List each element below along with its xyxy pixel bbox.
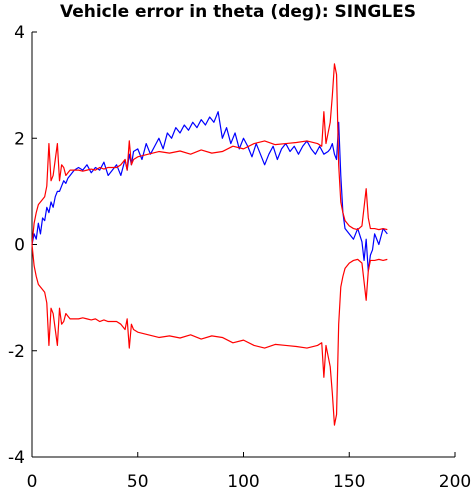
y-tick-label: -2 (8, 342, 25, 362)
series-line-upper-bound (31, 63, 388, 245)
y-tick-label: -4 (8, 448, 25, 468)
y-tick-label: 0 (14, 236, 25, 256)
x-tick-label: 50 (127, 472, 149, 492)
x-tick-label: 100 (227, 472, 259, 492)
chart-title: Vehicle error in theta (deg): SINGLES (59, 2, 416, 22)
series-layer (31, 63, 388, 426)
x-tick-label: 200 (439, 472, 471, 492)
axes (31, 31, 456, 458)
x-tick-label: 0 (27, 472, 38, 492)
series-line-error (31, 111, 388, 272)
x-tick-label: 150 (333, 472, 365, 492)
y-tick-label: 2 (14, 129, 25, 149)
series-line-lower-bound (31, 244, 388, 426)
y-tick-label: 4 (14, 23, 25, 43)
tick-labels: 0 50 100 150 200 -4 -2 0 2 4 (8, 23, 471, 492)
